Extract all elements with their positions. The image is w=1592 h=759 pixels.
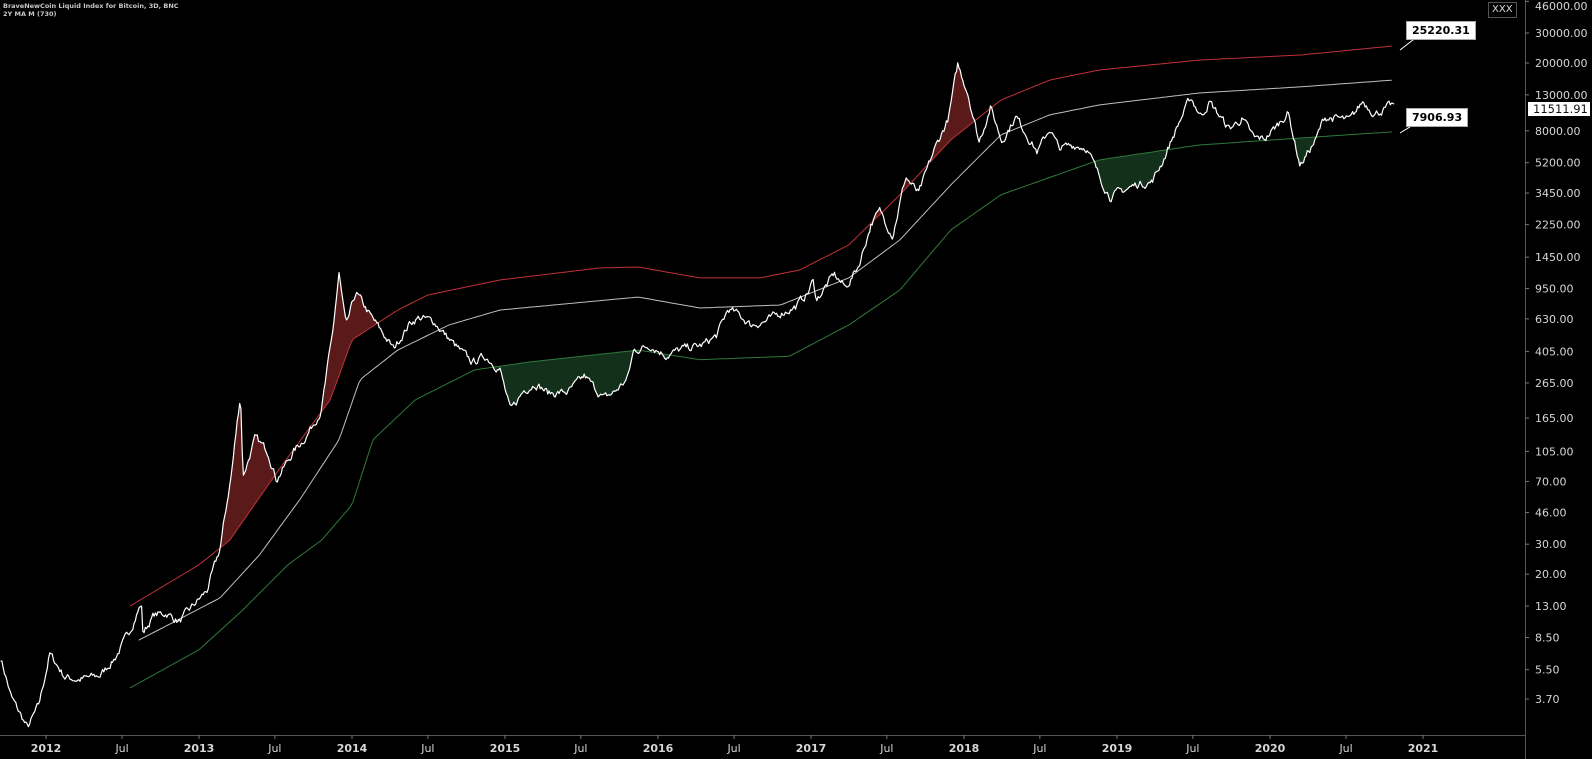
x-tick-label: 2015 [490, 742, 521, 755]
lower-band-fill [130, 131, 1395, 688]
y-tick-label: 165.00 [1535, 412, 1574, 425]
middle-band-line [138, 79, 1392, 641]
x-tick-label: 2016 [643, 742, 674, 755]
y-tick-label: 30000.00 [1535, 27, 1588, 40]
y-tick-label: 5.50 [1535, 664, 1560, 677]
y-tick-label: 46000.00 [1535, 0, 1588, 13]
lower-band-line [129, 131, 1392, 689]
y-tick-label: 105.00 [1535, 445, 1574, 458]
x-tick-label: 2014 [337, 742, 368, 755]
band-fills [130, 45, 1395, 688]
scale-button[interactable]: XXX [1488, 2, 1517, 18]
y-tick-label: 13000.00 [1535, 89, 1588, 102]
x-tick-label: Jul [420, 742, 434, 755]
y-axis[interactable]: 46000.00 30000.00 20000.00 13000.00 8000.00 5… [1525, 0, 1588, 706]
x-tick-label: 2013 [184, 742, 215, 755]
x-tick-label: 2018 [949, 742, 980, 755]
y-tick-label: 30.00 [1535, 538, 1567, 551]
y-tick-label: 1450.00 [1535, 251, 1581, 264]
series-lines [0, 45, 1395, 728]
y-tick-label: 8000.00 [1535, 125, 1581, 138]
x-tick-label: Jul [1185, 742, 1199, 755]
x-tick-label: 2019 [1102, 742, 1133, 755]
x-tick-label: Jul [1032, 742, 1046, 755]
x-tick-label: Jul [726, 742, 740, 755]
x-tick-label: Jul [1338, 742, 1352, 755]
y-tick-label: 3450.00 [1535, 187, 1581, 200]
x-tick-label: 2017 [796, 742, 827, 755]
y-tick-label: 8.50 [1535, 631, 1560, 644]
y-tick-label: 13.00 [1535, 600, 1567, 613]
x-tick-label: Jul [267, 742, 281, 755]
y-tick-label: 3.70 [1535, 693, 1560, 706]
y-tick-label: 5200.00 [1535, 157, 1581, 170]
x-tick-label: Jul [573, 742, 587, 755]
x-tick-label: 2020 [1255, 742, 1286, 755]
upper-band-value-label: 25220.31 [1406, 21, 1476, 40]
x-tick-label: Jul [879, 742, 893, 755]
lower-band-value-label: 7906.93 [1406, 108, 1469, 127]
chart-title-block: BraveNewCoin Liquid Index for Bitcoin, 3… [3, 2, 179, 18]
upper-band-line [129, 45, 1392, 607]
x-tick-label: 2021 [1408, 742, 1439, 755]
y-tick-label: 265.00 [1535, 377, 1574, 390]
y-tick-label: 46.00 [1535, 507, 1567, 520]
y-tick-label: 20.00 [1535, 568, 1567, 581]
indicator-title: 2Y MA M (730) [3, 10, 57, 18]
y-tick-label: 405.00 [1535, 346, 1574, 359]
y-tick-label: 20000.00 [1535, 57, 1588, 70]
upper-band-fill [130, 45, 1395, 606]
x-tick-label: Jul [114, 742, 128, 755]
x-axis[interactable]: 2012 Jul 2013 Jul 2014 Jul 2015 Jul 2016 Jul 2017 J… [31, 735, 1439, 755]
y-tick-label: 950.00 [1535, 282, 1574, 295]
y-tick-label: 70.00 [1535, 475, 1567, 488]
price-line [0, 62, 1395, 728]
last-price-label: 11511.91 [1528, 102, 1590, 116]
y-tick-label: 2250.00 [1535, 219, 1581, 232]
symbol-title: BraveNewCoin Liquid Index for Bitcoin, 3… [3, 2, 179, 10]
x-tick-label: 2012 [31, 742, 62, 755]
y-tick-label: 630.00 [1535, 313, 1574, 326]
